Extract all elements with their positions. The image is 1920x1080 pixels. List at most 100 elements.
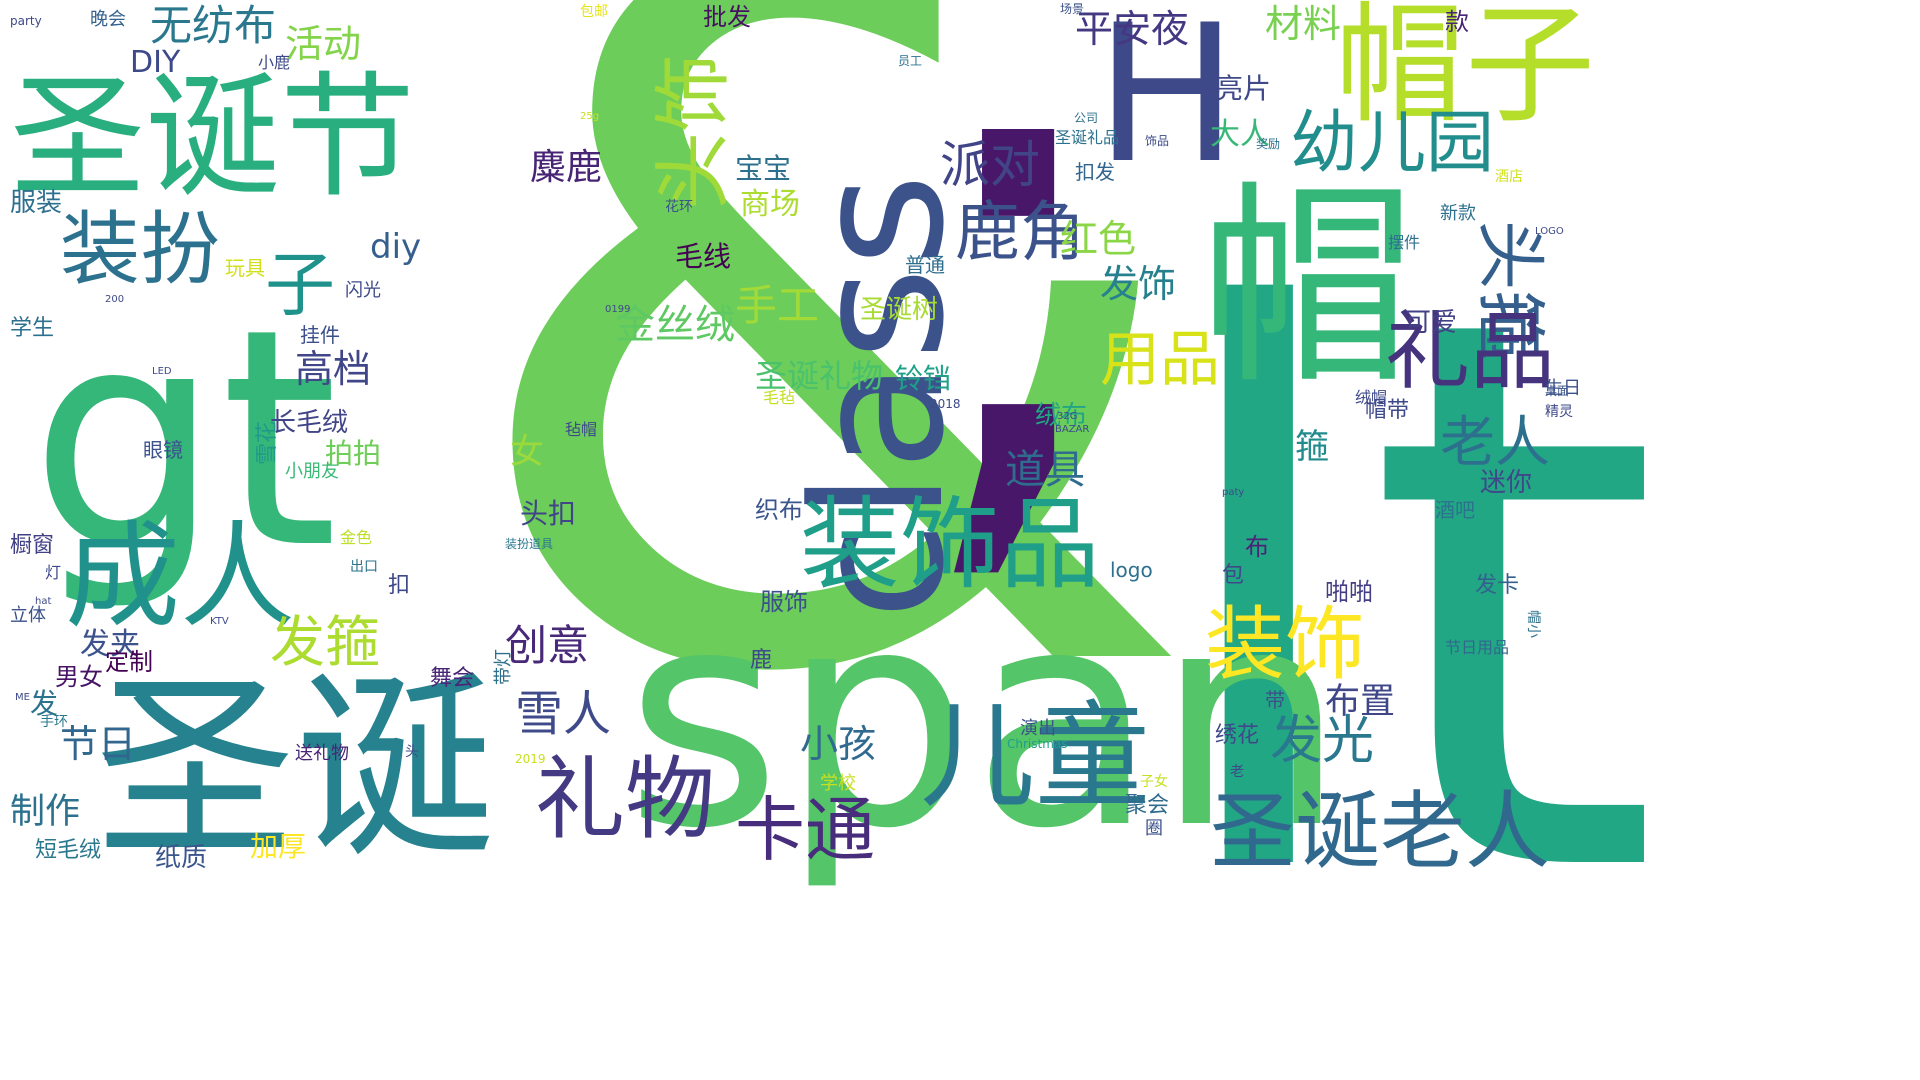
word-shengdanlaoren: 圣诞老人 bbox=[1210, 783, 1551, 882]
word-shouhuan: 手环 bbox=[40, 714, 68, 730]
word-baijian: 摆件 bbox=[1388, 233, 1421, 252]
word-maodai: 帽带 bbox=[1365, 398, 1410, 423]
word-25g: 25g bbox=[580, 111, 600, 122]
word-gaodang: 高档 bbox=[295, 347, 372, 391]
word-toushi: 头饰 bbox=[649, 53, 739, 210]
word-zhibu: 织布 bbox=[755, 496, 803, 524]
word-baobao: 宝宝 bbox=[735, 152, 792, 185]
word-bu: 布 bbox=[1245, 533, 1269, 561]
word-paidui: 派对 bbox=[940, 136, 1040, 194]
word-wuhui: 舞会 bbox=[430, 666, 475, 691]
word-fajia: 发夹 bbox=[80, 627, 140, 662]
word-jiudian: 酒店 bbox=[1495, 169, 1523, 185]
word-gongsi: 公司 bbox=[1074, 111, 1099, 125]
word-zhuangban: 装扮 bbox=[60, 203, 220, 296]
word-christmas: Christmas bbox=[1007, 737, 1068, 751]
word-dingzhi: 定制 bbox=[105, 648, 153, 676]
word-zinv: 子女 bbox=[1140, 774, 1168, 790]
word-ertong: 儿童 bbox=[920, 690, 1151, 824]
word-xueren: 雪人 bbox=[515, 686, 612, 742]
word-koufa: 扣发 bbox=[1075, 160, 1115, 184]
word-changmaorong: 长毛绒 bbox=[270, 408, 349, 438]
word-fuzhuang: 服装 bbox=[10, 188, 63, 218]
word-shengdanshu: 圣诞树 bbox=[860, 295, 939, 325]
word-faguang: 发光 bbox=[1270, 711, 1375, 771]
word-wanhui: 晚会 bbox=[90, 9, 126, 30]
word-mao: 帽 bbox=[1200, 162, 1415, 413]
word-quan: 圈 bbox=[1145, 818, 1163, 839]
word-maoxiao: 帽小 bbox=[1525, 610, 1541, 638]
word-mini: 迷你 bbox=[1480, 468, 1533, 498]
word-zhanmao: 毡帽 bbox=[565, 420, 598, 439]
word-bazar: BAZAR bbox=[1055, 424, 1090, 435]
word-yuangong: 员工 bbox=[898, 54, 923, 68]
word-ktv: KTV bbox=[210, 616, 229, 627]
word-gt: gt bbox=[30, 265, 339, 614]
word-maoxian: 毛线 bbox=[675, 240, 732, 273]
word-huahuan: 花环 bbox=[665, 199, 693, 215]
word-semicolon: ; bbox=[900, 0, 1136, 657]
word-maozhan: 毛毡 bbox=[763, 388, 796, 407]
word-tou: 头 bbox=[405, 744, 419, 760]
word-nannv: 男女 bbox=[55, 663, 103, 691]
word-jieriyongpin: 节日用品 bbox=[1445, 638, 1510, 657]
word-fagu: 发箍 bbox=[270, 610, 381, 674]
word-32g: 32G bbox=[1057, 411, 1078, 422]
word-jiahou: 加厚 bbox=[250, 830, 307, 863]
word-zhizuo: 制作 bbox=[10, 792, 81, 832]
word-jingling: 精灵 bbox=[1545, 404, 1573, 420]
word-faka: 发卡 bbox=[1475, 573, 1520, 598]
word-zhuangshi: 装饰 bbox=[1205, 598, 1365, 691]
word-huodong: 活动 bbox=[285, 22, 362, 66]
word-lao: 老 bbox=[1230, 764, 1244, 780]
word-jiuba: 酒吧 bbox=[1435, 498, 1475, 522]
word-pinganye: 平安夜 bbox=[1075, 7, 1190, 51]
word-katong: 卡通 bbox=[735, 789, 875, 871]
word-2018: 2018 bbox=[930, 397, 961, 411]
word-paty: paty bbox=[1222, 487, 1245, 498]
word-daren: 大人 bbox=[1210, 117, 1270, 152]
word-0199: 0199 bbox=[605, 304, 631, 315]
word-liti: 立体 bbox=[10, 605, 46, 626]
word-jinse: 金色 bbox=[340, 528, 373, 547]
word-toukou: 头扣 bbox=[520, 497, 577, 530]
word-baoyou: 包邮 bbox=[580, 4, 608, 20]
word-juhui: 聚会 bbox=[1125, 793, 1170, 818]
word-zhuangshipin: 装饰品 bbox=[800, 486, 1100, 603]
word-lingdang: 铃铛 bbox=[895, 362, 952, 395]
word-dai: 带 bbox=[1265, 688, 1285, 712]
word-chuangyi: 创意 bbox=[505, 621, 590, 670]
word-hongse: 红色 bbox=[1060, 217, 1137, 261]
word-xinkuan: 新款 bbox=[1440, 203, 1476, 224]
word-chengren: 成人 bbox=[65, 510, 296, 644]
word-lujiao: 鹿角 bbox=[955, 195, 1086, 270]
word-kuan: 款 bbox=[1445, 8, 1469, 36]
word-wanju: 玩具 bbox=[225, 256, 265, 280]
word-deng: 灯 bbox=[45, 563, 62, 582]
word-jieri: 节日 bbox=[60, 722, 137, 766]
word-led: LED bbox=[152, 366, 172, 377]
word-daideng: 带灯 bbox=[493, 649, 514, 685]
word-pifa: 批发 bbox=[703, 3, 751, 31]
word-keai: 可爱 bbox=[1405, 308, 1458, 338]
word-200: 200 bbox=[105, 294, 125, 305]
word-putong: 普通 bbox=[905, 253, 945, 277]
word-gu: 箍 bbox=[1295, 427, 1329, 467]
word-shengdanlipin: 圣诞礼品 bbox=[1055, 128, 1120, 147]
word-logo-lower: logo bbox=[1110, 558, 1153, 582]
word-changjing: 场景 bbox=[1060, 2, 1085, 16]
word-lt: lt bbox=[1153, 158, 1663, 1042]
word-zi: 子 bbox=[265, 244, 335, 326]
word-liwu: 礼物 bbox=[535, 747, 715, 852]
word-fushi: 服饰 bbox=[760, 588, 808, 616]
word-paipai: 拍拍 bbox=[325, 437, 382, 470]
word-nv: 女 bbox=[510, 432, 544, 472]
word-xuexiao: 学校 bbox=[820, 773, 856, 794]
word-rongbu: 绒布 bbox=[1035, 401, 1088, 431]
word-shengri: 生日 bbox=[1545, 378, 1581, 399]
word-xiaolu: 小鹿 bbox=[258, 53, 291, 72]
word-songliwu: 送礼物 bbox=[295, 743, 349, 764]
word-shengdanliwu: 圣诞礼物 bbox=[755, 357, 884, 395]
word-shengdan: 圣诞 bbox=[95, 653, 496, 886]
